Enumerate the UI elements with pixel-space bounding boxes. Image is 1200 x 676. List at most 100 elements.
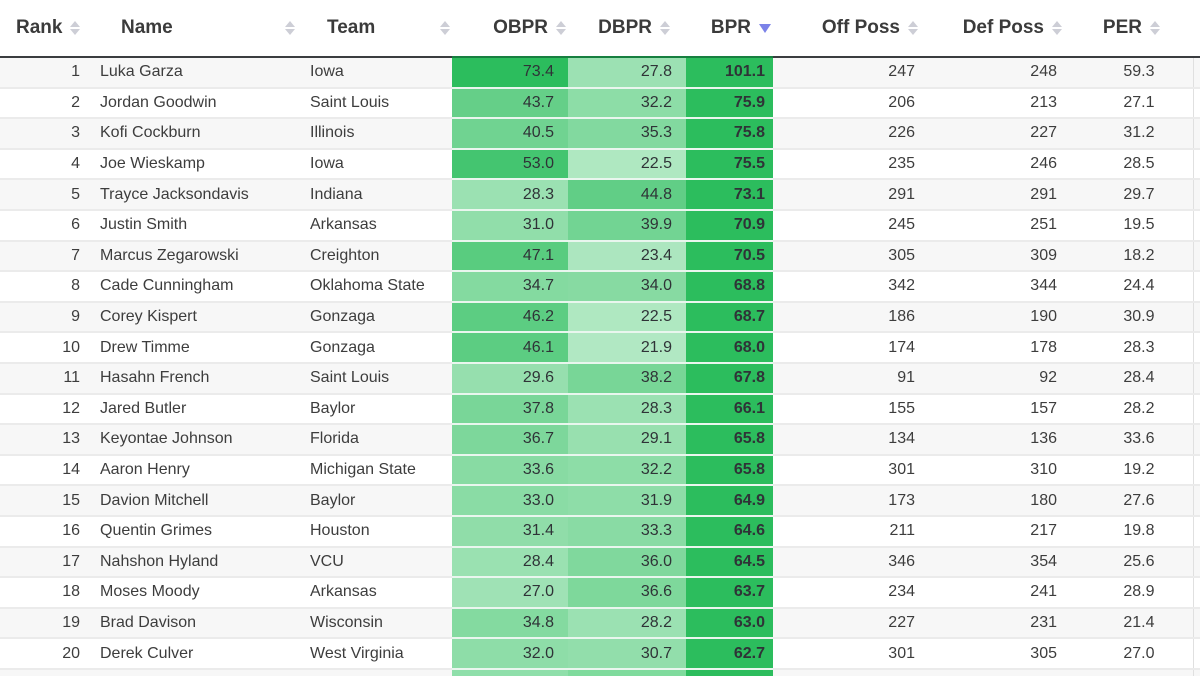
cell-next-clipped — [1192, 577, 1200, 609]
column-header-bpr[interactable]: BPR — [686, 0, 773, 58]
cell-off_poss: 173 — [773, 485, 927, 517]
table-row-partial — [0, 668, 1200, 676]
sort-toggle-icon — [285, 21, 295, 35]
cell-obpr: 53.0 — [452, 148, 568, 181]
cell-team: Saint Louis — [297, 87, 452, 120]
table-row: 1 Luka Garza Iowa 73.4 27.8 101.1 247 248 59.3 — [0, 57, 1200, 89]
column-header-dbpr[interactable]: DBPR — [568, 0, 686, 58]
cell-rank: 5 — [0, 179, 95, 211]
cell-rank: 13 — [0, 424, 95, 456]
cell-def_poss: 291 — [927, 179, 1067, 211]
cell-rank: 11 — [0, 362, 95, 395]
cell-dbpr: 23.4 — [568, 240, 686, 273]
cell-off_poss: 301 — [773, 454, 927, 487]
cell-dbpr: 36.6 — [568, 577, 686, 609]
cell-name: Kofi Cockburn — [95, 118, 297, 150]
table-row: 12 Jared Butler Baylor 37.8 28.3 66.1 155 157 28… — [0, 393, 1200, 426]
cell-team: Gonzaga — [297, 332, 452, 364]
cell-next-clipped — [1192, 271, 1200, 303]
cell-name: Drew Timme — [95, 332, 297, 364]
column-label: DBPR — [598, 17, 652, 38]
cell-rank: 1 — [0, 57, 95, 89]
cell-def_poss: 246 — [927, 148, 1067, 181]
cell-name: Davion Mitchell — [95, 485, 297, 517]
cell-def_poss: 309 — [927, 240, 1067, 273]
cell-next-clipped — [1192, 393, 1200, 426]
cell-per: 31.2 — [1067, 118, 1193, 150]
cell-per: 21.4 — [1067, 607, 1193, 640]
table-row: 5 Trayce Jacksondavis Indiana 28.3 44.8 73.1 2… — [0, 179, 1200, 211]
cell-def_poss: 178 — [927, 332, 1067, 364]
cell-dbpr: 38.2 — [568, 362, 686, 395]
cell-team: Oklahoma State — [297, 271, 452, 303]
cell-bpr: 66.1 — [686, 393, 773, 426]
cell-per: 19.8 — [1067, 515, 1193, 548]
cell-dbpr: 22.5 — [568, 148, 686, 181]
cell-name: Joe Wieskamp — [95, 148, 297, 181]
cell-obpr: 37.8 — [452, 393, 568, 426]
cell-dbpr: 22.5 — [568, 301, 686, 334]
cell-name — [95, 668, 297, 676]
cell-off_poss: 245 — [773, 209, 927, 242]
cell-team: Creighton — [297, 240, 452, 273]
column-header-name[interactable]: Name — [95, 0, 297, 58]
header-row: Rank Name Team OBPR DBPR BPR Off Poss Def Poss P… — [0, 0, 1200, 58]
cell-next-clipped — [1192, 118, 1200, 150]
cell-next-clipped — [1192, 424, 1200, 456]
sort-toggle-icon — [1052, 21, 1062, 35]
cell-bpr: 64.6 — [686, 515, 773, 548]
cell-name: Trayce Jacksondavis — [95, 179, 297, 211]
cell-team: Michigan State — [297, 454, 452, 487]
cell-per: 29.7 — [1067, 179, 1193, 211]
cell-per: 27.1 — [1067, 87, 1193, 120]
cell-off_poss: 186 — [773, 301, 927, 334]
column-header-off_poss[interactable]: Off Poss — [773, 0, 927, 58]
cell-next-clipped — [1192, 668, 1200, 676]
cell-bpr: 63.0 — [686, 607, 773, 640]
cell-bpr: 64.9 — [686, 485, 773, 517]
cell-team: Saint Louis — [297, 362, 452, 395]
column-header-def_poss[interactable]: Def Poss — [927, 0, 1067, 58]
cell-bpr: 75.9 — [686, 87, 773, 120]
cell-def_poss: 213 — [927, 87, 1067, 120]
table-header: Rank Name Team OBPR DBPR BPR Off Poss Def Poss P… — [0, 0, 1200, 58]
column-header-obpr[interactable]: OBPR — [452, 0, 568, 58]
cell-rank: 14 — [0, 454, 95, 487]
cell-name: Quentin Grimes — [95, 515, 297, 548]
column-header-team[interactable]: Team — [297, 0, 452, 58]
cell-per: 27.0 — [1067, 638, 1193, 670]
cell-dbpr: 35.3 — [568, 118, 686, 150]
cell-def_poss: 248 — [927, 57, 1067, 89]
column-header-rank[interactable]: Rank — [0, 0, 95, 58]
cell-off_poss: 227 — [773, 607, 927, 640]
column-label: BPR — [710, 17, 751, 38]
cell-off_poss: 211 — [773, 515, 927, 548]
cell-per: 19.2 — [1067, 454, 1193, 487]
cell-team: Baylor — [297, 485, 452, 517]
cell-def_poss: 310 — [927, 454, 1067, 487]
cell-dbpr: 33.3 — [568, 515, 686, 548]
cell-next-clipped — [1192, 362, 1200, 395]
cell-per: 27.6 — [1067, 485, 1193, 517]
cell-team: Wisconsin — [297, 607, 452, 640]
column-header-per[interactable]: PER — [1067, 0, 1193, 58]
cell-def_poss: 251 — [927, 209, 1067, 242]
table-row: 19 Brad Davison Wisconsin 34.8 28.2 63.0 227 23… — [0, 607, 1200, 640]
cell-def_poss: 241 — [927, 577, 1067, 609]
cell-team: Arkansas — [297, 209, 452, 242]
cell-team: Iowa — [297, 148, 452, 181]
cell-off_poss: 134 — [773, 424, 927, 456]
cell-bpr: 101.1 — [686, 57, 773, 89]
cell-obpr: 40.5 — [452, 118, 568, 150]
cell-obpr: 31.4 — [452, 515, 568, 548]
cell-next-clipped — [1192, 638, 1200, 670]
cell-def_poss: 344 — [927, 271, 1067, 303]
column-header-next-clipped[interactable] — [1193, 0, 1200, 58]
cell-name: Moses Moody — [95, 577, 297, 609]
cell-obpr: 34.8 — [452, 607, 568, 640]
table-row: 6 Justin Smith Arkansas 31.0 39.9 70.9 245 251 1… — [0, 209, 1200, 242]
sort-toggle-icon — [908, 21, 918, 35]
cell-name: Keyontae Johnson — [95, 424, 297, 456]
cell-bpr: 68.0 — [686, 332, 773, 364]
cell-def_poss: 136 — [927, 424, 1067, 456]
